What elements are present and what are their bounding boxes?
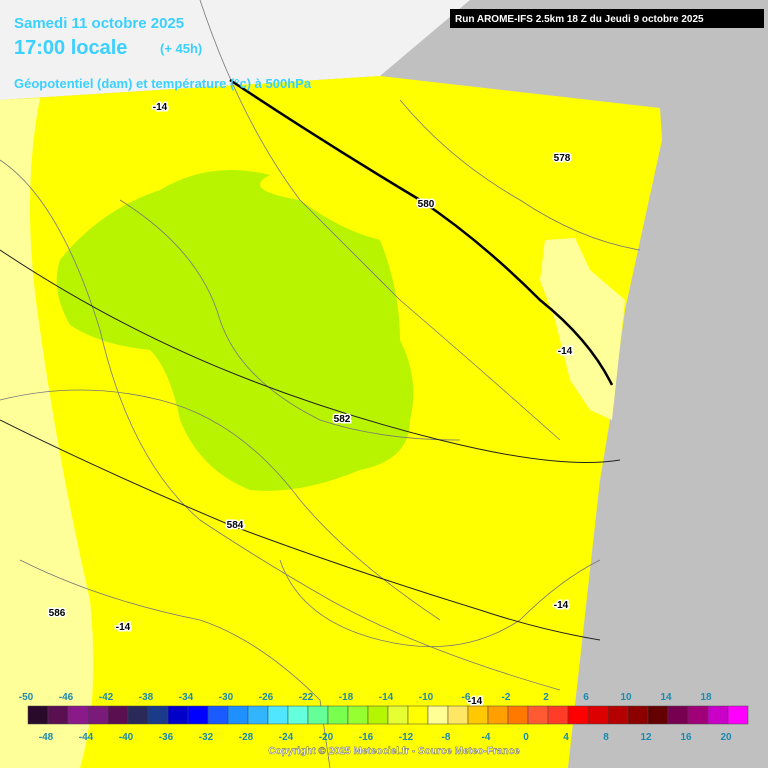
contours [0, 78, 621, 641]
colorbar-label-bottom: 0 [523, 732, 529, 743]
contour-labels: -14 578 580 -14 582 584 586 -14 -14 -14 [47, 101, 574, 709]
colorbar-cell [167, 705, 189, 725]
colorbar-label-bottom: -16 [359, 732, 374, 743]
contour-label: -14 [558, 346, 573, 357]
colorbar-cell [447, 705, 469, 725]
colorbar-cell [627, 705, 649, 725]
colorbar-label-bottom: -40 [119, 732, 134, 743]
colorbar-label-top: 2 [543, 692, 549, 703]
colorbar-cell [547, 705, 569, 725]
colorbar-cell [467, 705, 489, 725]
colorbar-label-bottom: 8 [603, 732, 609, 743]
colorbar-cell [647, 705, 669, 725]
colorbar-cell [247, 705, 269, 725]
contour-label: -14 [468, 696, 483, 707]
colorbar-cell [347, 705, 369, 725]
run: Run AROME-IFS 2.5km 18 Z du Jeudi 9 octo… [455, 14, 704, 25]
colorbar-label-top: -2 [502, 692, 511, 703]
colorbar-cell [387, 705, 409, 725]
colorbar-label-bottom: -12 [399, 732, 414, 743]
colorbar-cell [707, 705, 729, 725]
colorbar-label-bottom: -20 [319, 732, 334, 743]
borders [0, 0, 641, 769]
colorbar-cell [687, 705, 709, 725]
colorbar-cell [487, 705, 509, 725]
colorbar-label-top: 10 [620, 692, 632, 703]
time: 17:00 locale [14, 37, 127, 59]
colorbar-label-bottom: 4 [563, 732, 569, 743]
colorbar-label-top: -34 [179, 692, 194, 703]
colorbar-cell [367, 705, 389, 725]
colorbar-label-top: -30 [219, 692, 234, 703]
field: Géopotentiel (dam) et température (°c) à… [14, 76, 312, 91]
colorbar-label-top: 18 [700, 692, 712, 703]
colorbar-cell [47, 705, 69, 725]
colorbar-cell [67, 705, 89, 725]
colorbar-cell [267, 705, 289, 725]
contour-label: 584 [227, 520, 244, 531]
colorbar-label-bottom: -36 [159, 732, 174, 743]
colorbar-cell [427, 705, 449, 725]
colorbar-cell [127, 705, 149, 725]
run-box [450, 9, 764, 28]
contour-label: 580 [418, 199, 435, 210]
light-area-right [540, 238, 625, 420]
colorbar-cell [147, 705, 169, 725]
colorbar-label-top: -14 [379, 692, 394, 703]
colorbar-cell [87, 705, 109, 725]
colorbar-label-bottom: -4 [482, 732, 491, 743]
colorbar-label-bottom: -48 [39, 732, 54, 743]
contour-label: -14 [153, 102, 168, 113]
contour-label: 582 [334, 414, 351, 425]
colorbar-label-bottom: -8 [442, 732, 451, 743]
colorbar-cell [307, 705, 329, 725]
green-area [56, 170, 414, 491]
colorbar-cell [27, 705, 49, 725]
colorbar-cell [287, 705, 309, 725]
colorbar-cell [327, 705, 349, 725]
colorbar-label-top: -46 [59, 692, 74, 703]
colorbar-label-bottom: -32 [199, 732, 214, 743]
contour-label: -14 [116, 622, 131, 633]
colorbar-cell [567, 705, 589, 725]
colorbar-label-top: -50 [19, 692, 34, 703]
colorbar: -50 -46 -42 -38 -34 -30 -26 -22 -18 -14 -10 -6 -2 2 6 1… [19, 692, 749, 743]
outside-domain-top [0, 0, 470, 100]
colorbar-label-top: -22 [299, 692, 314, 703]
colorbar-label-top: -42 [99, 692, 114, 703]
colorbar-label-top: 14 [660, 692, 672, 703]
contour-label: -14 [554, 600, 569, 611]
colorbar-cell [507, 705, 529, 725]
colorbar-cell [527, 705, 549, 725]
colorbar-cell [227, 705, 249, 725]
colorbar-label-bottom: -44 [79, 732, 94, 743]
colorbar-cell [207, 705, 229, 725]
colorbar-cell [107, 705, 129, 725]
colorbar-cell [407, 705, 429, 725]
colorbar-label-bottom: -28 [239, 732, 254, 743]
date: Samedi 11 octobre 2025 [14, 15, 184, 32]
colorbar-cell [187, 705, 209, 725]
colorbar-label-bottom: -24 [279, 732, 294, 743]
colorbar-cell [607, 705, 629, 725]
copyright: Copyright © 2025 Meteociel.fr - Source M… [268, 746, 520, 757]
colorbar-cell [727, 705, 749, 725]
contour-label: 586 [49, 608, 66, 619]
colorbar-cell [587, 705, 609, 725]
colorbar-label-top: -38 [139, 692, 154, 703]
colorbar-label-top: -26 [259, 692, 274, 703]
colorbar-label-top: -10 [419, 692, 434, 703]
colorbar-label-top: -18 [339, 692, 354, 703]
colorbar-cell [667, 705, 689, 725]
colorbar-label-bottom: 20 [720, 732, 732, 743]
colorbar-label-bottom: 12 [640, 732, 652, 743]
colorbar-label-bottom: 16 [680, 732, 692, 743]
colorbar-label-top: -6 [462, 692, 471, 703]
contour-label: 578 [554, 153, 571, 164]
colorbar-label-top: 6 [583, 692, 589, 703]
lead-time: (+ 45h) [160, 41, 202, 56]
